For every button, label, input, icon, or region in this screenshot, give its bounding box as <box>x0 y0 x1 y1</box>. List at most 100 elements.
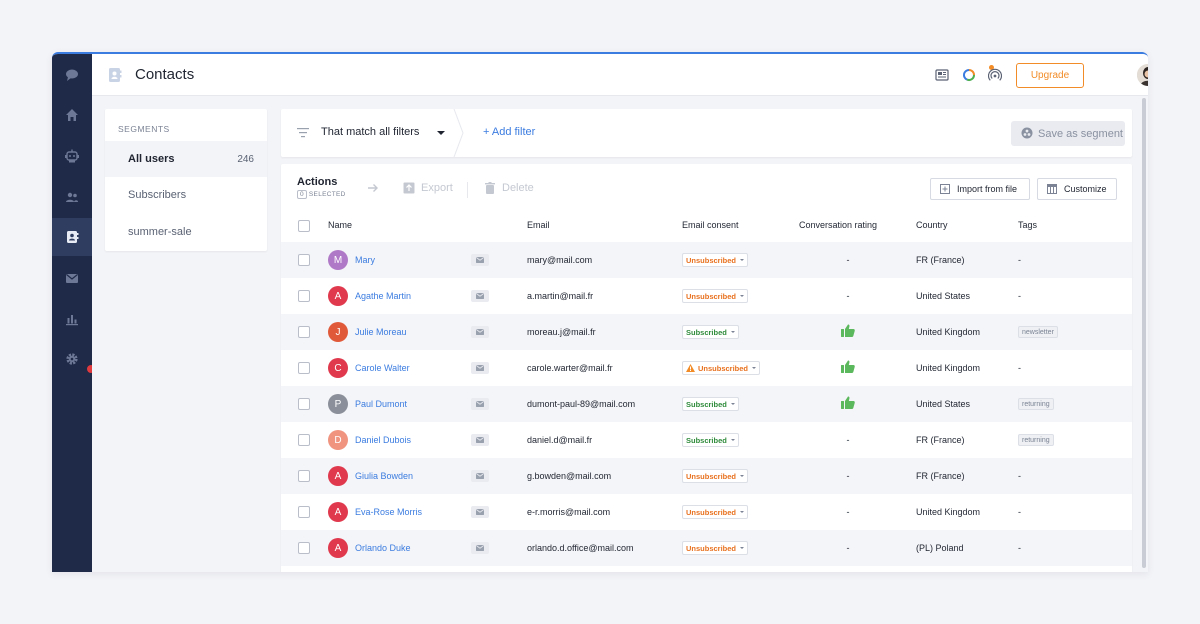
row-checkbox[interactable] <box>298 362 310 374</box>
rail-home[interactable] <box>52 96 92 134</box>
contact-name-link[interactable]: Julie Moreau <box>355 327 407 337</box>
segment-summer-sale[interactable]: summer-sale <box>105 214 267 250</box>
email-consent-dropdown[interactable]: Unsubscribed <box>682 541 749 555</box>
rail-bot[interactable] <box>52 137 92 175</box>
rail-team[interactable] <box>52 178 92 216</box>
broadcast-icon[interactable] <box>988 68 1002 82</box>
rail-settings[interactable] <box>52 340 92 378</box>
send-email-button[interactable] <box>471 542 489 554</box>
rail-inbox[interactable] <box>52 259 92 297</box>
delete-button[interactable]: Delete <box>484 182 534 194</box>
email-value: moreau.j@mail.fr <box>527 327 596 337</box>
mail-icon <box>476 545 484 551</box>
row-checkbox[interactable] <box>298 254 310 266</box>
table-row[interactable]: P Paul Dumont dumont-paul-89@mail.com Subsc… <box>281 386 1132 422</box>
send-email-button[interactable] <box>471 326 489 338</box>
send-email-button[interactable] <box>471 434 489 446</box>
app-window: Contacts Upgrade SEGMENTS All users 246 … <box>52 52 1148 572</box>
assign-action-button[interactable] <box>367 182 385 194</box>
news-icon[interactable] <box>935 68 949 82</box>
contact-name-link[interactable]: Mary <box>355 255 375 265</box>
contact-name-link[interactable]: Eva-Rose Morris <box>355 507 423 517</box>
send-email-button[interactable] <box>471 506 489 518</box>
consent-label: Subscribed <box>686 327 727 337</box>
row-checkbox[interactable] <box>298 470 310 482</box>
contact-name-link[interactable]: Giulia Bowden <box>355 471 414 481</box>
segment-subscribers[interactable]: Subscribers <box>105 177 267 213</box>
row-checkbox[interactable] <box>298 326 310 338</box>
table-row[interactable]: C Carole Walter carole.warter@mail.fr Unsub… <box>281 350 1132 386</box>
table-row[interactable]: M Mary mary@mail.com Unsubscribed - FR (Franc… <box>281 242 1132 278</box>
contact-name-link[interactable]: Orlando Duke <box>355 543 411 553</box>
team-icon <box>66 192 78 202</box>
email-consent-dropdown[interactable]: Subscribed <box>682 433 739 447</box>
avatar[interactable]: A <box>328 502 348 522</box>
email-consent-dropdown[interactable]: Unsubscribed <box>682 469 749 483</box>
send-email-button[interactable] <box>471 362 489 374</box>
chat-icon <box>66 69 78 81</box>
send-email-button[interactable] <box>471 398 489 410</box>
table-row[interactable]: A Eva-Rose Morris e-r.morris@mail.com Unsub… <box>281 494 1132 530</box>
column-header-rating[interactable]: Conversation rating <box>799 220 878 230</box>
email-consent-dropdown[interactable]: Unsubscribed <box>682 289 749 303</box>
consent-label: Unsubscribed <box>686 471 737 481</box>
table-row[interactable]: D Daniel Dubois daniel.d@mail.fr Subscribed… <box>281 422 1132 458</box>
email-consent-dropdown[interactable]: Unsubscribed <box>682 505 749 519</box>
column-header-email[interactable]: Email <box>527 220 550 230</box>
row-checkbox[interactable] <box>298 398 310 410</box>
rail-chat[interactable] <box>52 56 92 94</box>
column-header-consent[interactable]: Email consent <box>682 220 739 230</box>
export-button[interactable]: Export <box>403 182 453 194</box>
avatar[interactable]: A <box>328 466 348 486</box>
column-header-country[interactable]: Country <box>916 220 948 230</box>
contact-name-link[interactable]: Agathe Martin <box>355 291 412 301</box>
progress-ring-icon[interactable] <box>962 68 976 82</box>
table-row[interactable]: A Orlando Duke orlando.d.office@mail.com Un… <box>281 530 1132 566</box>
consent-label: Subscribed <box>686 399 727 409</box>
add-filter-button[interactable]: + Add filter <box>483 126 536 138</box>
user-avatar[interactable] <box>1137 64 1148 86</box>
avatar[interactable]: P <box>328 394 348 414</box>
rail-contacts[interactable] <box>52 218 92 256</box>
column-header-name[interactable]: Name <box>328 220 353 230</box>
customize-button[interactable]: Customize <box>1037 178 1117 200</box>
email-consent-dropdown[interactable]: Subscribed <box>682 397 739 411</box>
scrollbar[interactable] <box>1142 98 1146 568</box>
avatar[interactable]: M <box>328 250 348 270</box>
mail-icon <box>476 401 484 407</box>
send-email-button[interactable] <box>471 254 489 266</box>
table-row[interactable]: J Julie Moreau moreau.j@mail.fr Subscribed U… <box>281 314 1132 350</box>
row-checkbox[interactable] <box>298 290 310 302</box>
segment-all-users[interactable]: All users 246 <box>105 141 267 177</box>
tag-chip[interactable]: returning <box>1018 398 1054 410</box>
send-email-button[interactable] <box>471 470 489 482</box>
table-row[interactable]: A Giulia Bowden g.bowden@mail.com Unsubscri… <box>281 458 1132 494</box>
select-all-checkbox[interactable] <box>298 220 310 232</box>
send-email-button[interactable] <box>471 290 489 302</box>
email-consent-dropdown[interactable]: Unsubscribed <box>682 253 749 267</box>
row-checkbox[interactable] <box>298 506 310 518</box>
email-consent-dropdown[interactable]: Unsubscribed <box>682 361 761 375</box>
avatar[interactable]: A <box>328 538 348 558</box>
contact-name-link[interactable]: Paul Dumont <box>355 399 408 409</box>
rail-analytics[interactable] <box>52 300 92 338</box>
save-as-segment-button[interactable]: Save as segment <box>1011 121 1125 146</box>
avatar[interactable]: D <box>328 430 348 450</box>
table-row[interactable]: A Agathe Martin a.martin@mail.fr Unsubscrib… <box>281 278 1132 314</box>
tag-chip[interactable]: returning <box>1018 434 1054 446</box>
filter-match-dropdown[interactable]: That match all filters <box>321 126 420 138</box>
column-header-tags[interactable]: Tags <box>1018 220 1038 230</box>
avatar[interactable]: C <box>328 358 348 378</box>
avatar[interactable]: A <box>328 286 348 306</box>
tag-chip[interactable]: newsletter <box>1018 326 1058 338</box>
row-checkbox[interactable] <box>298 542 310 554</box>
conversation-rating: - <box>846 291 850 301</box>
import-from-file-button[interactable]: Import from file <box>930 178 1030 200</box>
row-checkbox[interactable] <box>298 434 310 446</box>
upgrade-button[interactable]: Upgrade <box>1016 63 1084 88</box>
caret-down-icon[interactable] <box>437 131 445 135</box>
contact-name-link[interactable]: Daniel Dubois <box>355 435 412 445</box>
avatar[interactable]: J <box>328 322 348 342</box>
contact-name-link[interactable]: Carole Walter <box>355 363 410 373</box>
email-consent-dropdown[interactable]: Subscribed <box>682 325 739 339</box>
